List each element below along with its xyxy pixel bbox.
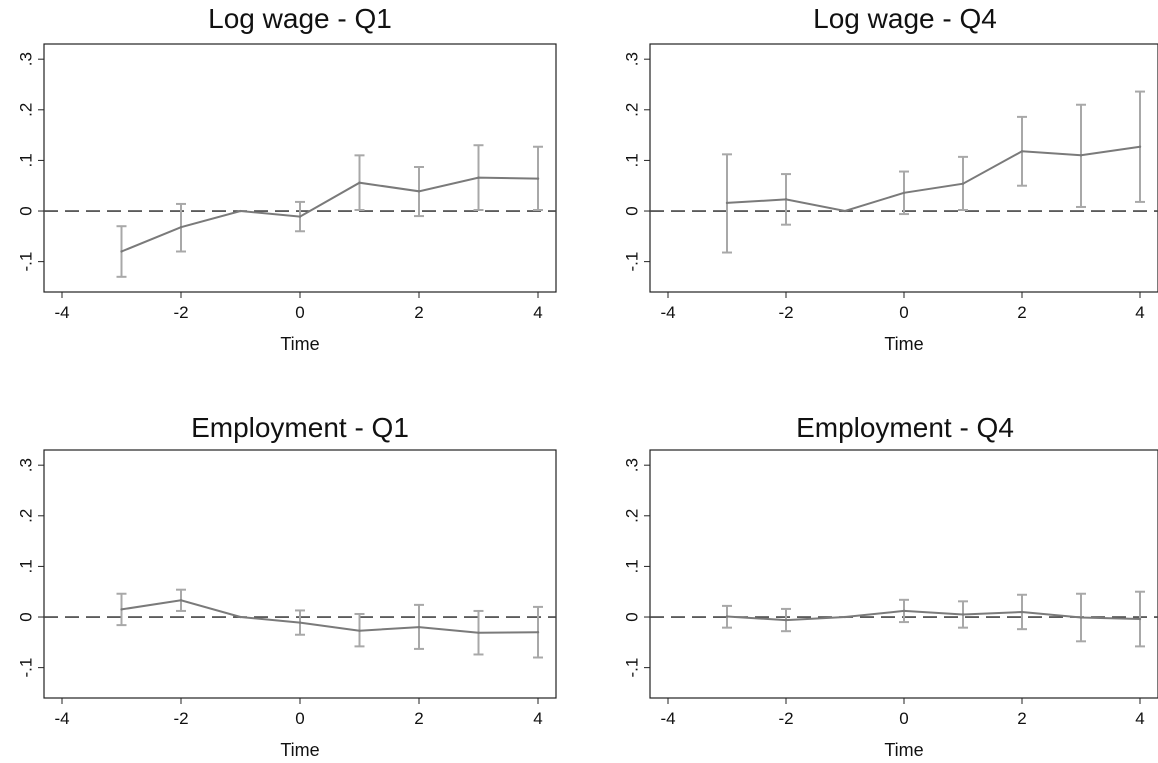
y-tick-label: -.1	[17, 658, 36, 678]
x-tick-label: 4	[533, 709, 542, 728]
y-tick-label: .3	[17, 458, 36, 472]
x-axis-title: Time	[280, 334, 319, 354]
x-tick-label: 4	[1135, 709, 1144, 728]
x-tick-label: 0	[899, 709, 908, 728]
data-point	[843, 209, 847, 213]
x-tick-label: -2	[778, 709, 793, 728]
data-point	[536, 177, 540, 180]
y-tick-label: .3	[623, 458, 642, 472]
y-tick-label: .3	[623, 52, 642, 66]
data-point	[1079, 154, 1083, 157]
data-point	[120, 250, 123, 253]
x-tick-label: -2	[778, 303, 793, 322]
x-tick-label: -2	[173, 709, 188, 728]
chart-title: Employment - Q4	[796, 412, 1014, 443]
data-point	[298, 621, 302, 624]
data-point	[902, 191, 906, 194]
y-tick-label: .2	[623, 509, 642, 523]
x-tick-label: -4	[54, 709, 69, 728]
y-tick-label: .2	[623, 103, 642, 117]
x-tick-label: -4	[660, 709, 675, 728]
x-tick-label: 4	[1135, 303, 1144, 322]
chart-panel-employment-q4: Employment - Q4 -.1 0 .1 .2 .3 -4 -2 0 2 4 Time	[623, 412, 1158, 760]
series-line	[121, 176, 539, 253]
series-line	[121, 599, 539, 634]
x-axis-title: Time	[884, 740, 923, 760]
data-point	[179, 226, 183, 229]
x-axis-title: Time	[884, 334, 923, 354]
y-tick-label: .2	[17, 103, 36, 117]
data-point	[417, 190, 421, 193]
y-tick-label: .1	[17, 153, 36, 167]
x-tick-label: -2	[173, 303, 188, 322]
series-line	[726, 609, 1141, 622]
chart-panel-log-wage-q1: Log wage - Q1 -.1 0 .1 .2 .3 -4 -2 0 2 4 Time	[17, 3, 557, 354]
x-tick-label: 2	[1017, 709, 1026, 728]
chart-title: Log wage - Q1	[208, 3, 392, 34]
data-point	[1020, 610, 1024, 614]
data-point	[179, 599, 183, 602]
data-point	[784, 198, 788, 201]
x-tick-label: -4	[660, 303, 675, 322]
plot-frame	[649, 43, 1158, 293]
y-tick-label: 0	[17, 206, 36, 215]
x-tick-label: 0	[899, 303, 908, 322]
y-tick-label: -.1	[17, 252, 36, 272]
chart-panel-log-wage-q4: Log wage - Q4 -.1 0 .1 .2 .3 -4 -2 0 2 4 Time	[623, 3, 1158, 354]
y-tick-label: .1	[623, 559, 642, 573]
data-point	[902, 609, 906, 613]
y-tick-label: .1	[623, 153, 642, 167]
data-point	[358, 629, 361, 632]
data-point	[477, 176, 480, 179]
plot-frame	[43, 449, 557, 699]
data-point	[298, 215, 302, 218]
x-tick-label: 0	[295, 303, 304, 322]
y-tick-label: -.1	[623, 658, 642, 678]
chart-panel-employment-q1: Employment - Q1 -.1 0 .1 .2 .3 -4 -2 0 2 4 Time	[17, 412, 557, 760]
x-tick-label: 2	[414, 303, 423, 322]
data-point	[1020, 150, 1024, 153]
series-line	[726, 145, 1141, 213]
data-point	[239, 209, 242, 213]
data-point	[1138, 145, 1142, 148]
y-tick-label: .3	[17, 52, 36, 66]
data-point	[1079, 616, 1083, 619]
data-point	[536, 631, 540, 634]
x-tick-label: 2	[1017, 303, 1026, 322]
y-tick-label: .2	[17, 509, 36, 523]
data-point	[725, 615, 729, 618]
plot-frame	[649, 449, 1158, 699]
data-point	[961, 613, 965, 616]
data-point	[477, 631, 480, 634]
data-point	[961, 182, 965, 185]
x-tick-label: 2	[414, 709, 423, 728]
data-point	[725, 201, 729, 205]
y-tick-label: 0	[623, 612, 642, 621]
chart-title: Log wage - Q4	[813, 3, 997, 34]
y-tick-label: .1	[17, 559, 36, 573]
data-point	[239, 615, 242, 619]
x-tick-label: 4	[533, 303, 542, 322]
data-point	[784, 618, 788, 622]
x-tick-label: 0	[295, 709, 304, 728]
y-tick-label: 0	[623, 206, 642, 215]
data-point	[358, 181, 361, 184]
y-tick-label: 0	[17, 612, 36, 621]
chart-title: Employment - Q1	[191, 412, 409, 443]
plot-frame	[43, 43, 557, 293]
y-tick-label: -.1	[623, 252, 642, 272]
data-point	[120, 608, 123, 611]
x-axis-title: Time	[280, 740, 319, 760]
x-tick-label: -4	[54, 303, 69, 322]
data-point	[1138, 617, 1142, 621]
data-point	[417, 625, 421, 629]
data-point	[843, 615, 847, 619]
